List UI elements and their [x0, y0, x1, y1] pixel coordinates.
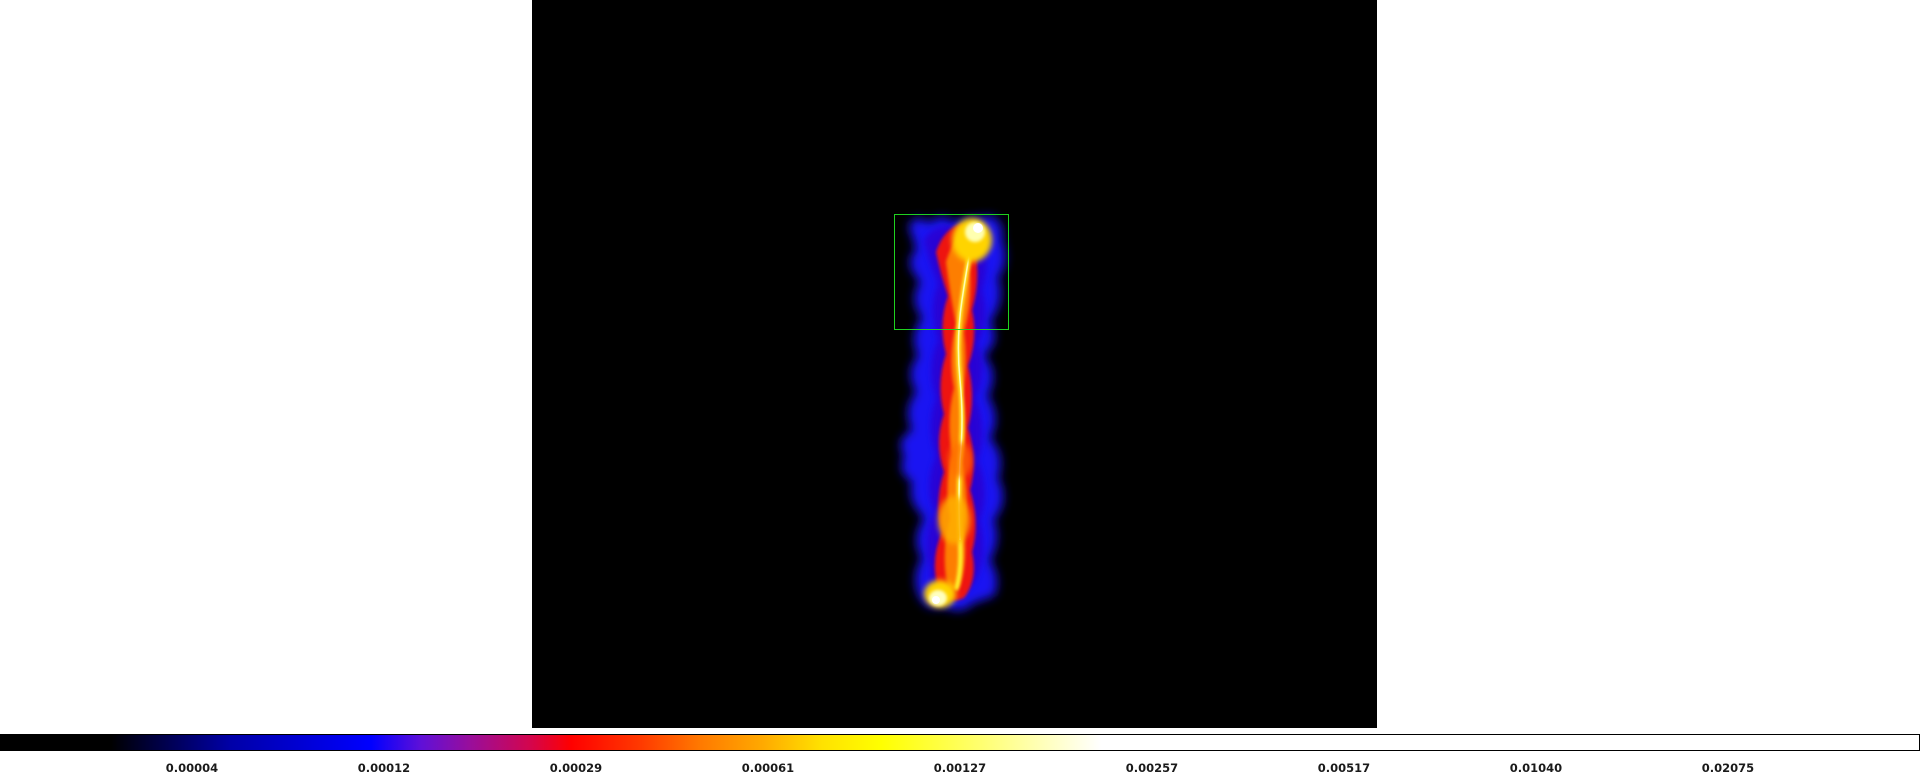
colorbar-tick-label: 0.00517: [1317, 761, 1371, 775]
colorbar-tick-label: 0.01040: [1509, 761, 1563, 775]
colorbar-tick-label: 0.00127: [933, 761, 987, 775]
filament-image: [900, 216, 1006, 611]
colorbar-tick-label: 0.00061: [741, 761, 795, 775]
image-frame[interactable]: [532, 0, 1377, 728]
selection-region-box[interactable]: [894, 214, 1009, 330]
colorbar-tick-label: 0.02075: [1701, 761, 1755, 775]
filament-head-top-white: [973, 223, 983, 233]
colorbar-tick-label: 0.00029: [549, 761, 603, 775]
colorbar-tick-label: 0.00257: [1125, 761, 1179, 775]
colorbar[interactable]: [0, 734, 1920, 751]
filament-spine-bright: [957, 229, 975, 541]
colorbar-tick-label: 0.00004: [165, 761, 219, 775]
colorbar-tick-label: 0.00012: [357, 761, 411, 775]
